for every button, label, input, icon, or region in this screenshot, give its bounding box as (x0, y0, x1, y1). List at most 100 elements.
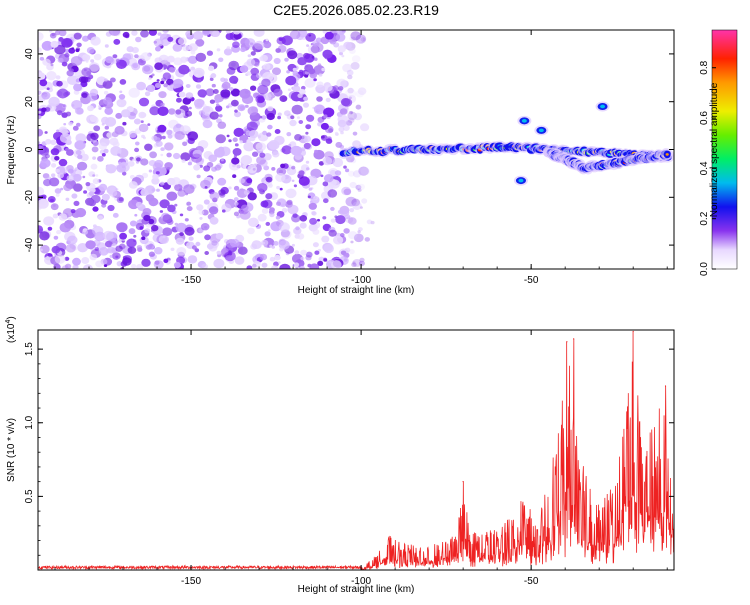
noise-blob (277, 261, 281, 264)
noise-blob (190, 66, 196, 71)
noise-blob (93, 125, 101, 132)
noise-blob (186, 206, 193, 212)
noise-blob (162, 30, 169, 33)
noise-blob (262, 199, 273, 209)
noise-blob (153, 174, 158, 178)
noise-blob (220, 158, 224, 162)
noise-blob (57, 88, 69, 99)
noise-blob (38, 186, 45, 196)
noise-blob (314, 250, 320, 255)
noise-blob (187, 131, 199, 141)
noise-blob (335, 215, 346, 225)
noise-blob (234, 143, 239, 147)
noise-blob (234, 201, 239, 206)
noise-blob (94, 247, 99, 251)
noise-blob (291, 179, 295, 182)
noise-blob (53, 235, 59, 240)
noise-blob (161, 77, 167, 82)
noise-blob (188, 106, 192, 110)
noise-blob (340, 131, 344, 135)
noise-blob (305, 160, 310, 164)
noise-blob (210, 73, 217, 79)
noise-blob (155, 46, 161, 52)
noise-blob (290, 115, 295, 120)
noise-blob (360, 167, 370, 176)
noise-blob (50, 63, 54, 67)
noise-blob (357, 188, 362, 192)
noise-blob (342, 124, 350, 131)
noise-blob (214, 164, 222, 171)
noise-blob (273, 241, 279, 246)
noise-blob (274, 129, 281, 134)
noise-blob (103, 97, 112, 105)
noise-blob (81, 257, 90, 264)
noise-blob (93, 224, 97, 228)
noise-blob (97, 155, 104, 162)
noise-blob (193, 164, 201, 171)
noise-blob (138, 111, 146, 119)
noise-blob (81, 67, 92, 77)
isolated-blob-core (518, 178, 524, 183)
noise-blob (311, 138, 321, 147)
noise-blob (324, 31, 334, 40)
noise-blob (345, 88, 357, 99)
noise-blob (50, 148, 60, 156)
noise-blob (265, 176, 273, 183)
noise-blob (273, 57, 281, 65)
noise-blob (202, 104, 207, 108)
noise-blob (359, 257, 365, 263)
noise-blob (263, 41, 272, 49)
noise-blob (154, 62, 164, 70)
noise-blob (348, 96, 352, 100)
noise-blob (167, 204, 176, 213)
noise-blob (261, 115, 267, 120)
noise-blob (240, 155, 253, 165)
noise-blob (223, 48, 233, 56)
noise-blob (199, 217, 203, 220)
noise-blob (61, 112, 68, 118)
noise-blob (208, 239, 220, 249)
snr-x-label: Height of straight line (km) (298, 584, 415, 595)
noise-blob (209, 191, 220, 201)
noise-blob (252, 168, 256, 171)
noise-blob (317, 116, 325, 123)
colorbar-tick-label: 0.8 (699, 60, 710, 74)
noise-blob (232, 41, 240, 48)
noise-blob (218, 114, 223, 118)
noise-blob (355, 90, 364, 98)
noise-blob (218, 189, 226, 196)
noise-blob (55, 75, 61, 80)
noise-blob (54, 188, 62, 194)
noise-blob (102, 80, 113, 89)
noise-blob (52, 213, 59, 219)
noise-blob (293, 184, 297, 188)
noise-blob (233, 30, 241, 35)
noise-blob (322, 181, 329, 187)
noise-blob (140, 120, 144, 123)
noise-blob (156, 79, 160, 82)
snr-panel: -150 -100 -50 0.5 1.0 1.5 Height of straight … (5, 316, 675, 595)
noise-blob (196, 174, 201, 179)
noise-blob (205, 88, 215, 97)
noise-blob (253, 163, 257, 166)
noise-blob (349, 36, 354, 41)
noise-blob (101, 153, 106, 157)
noise-blob (284, 110, 291, 117)
noise-blob (244, 38, 256, 48)
noise-blob (108, 30, 121, 36)
noise-blob (353, 112, 362, 121)
noise-blob (311, 56, 315, 59)
noise-blob (268, 140, 280, 150)
spectrogram-x-tick-label: -50 (524, 275, 539, 286)
noise-blob (294, 134, 302, 141)
noise-blob (269, 256, 276, 262)
noise-blob (291, 243, 295, 247)
noise-blob (129, 220, 137, 227)
noise-blob (299, 222, 307, 229)
noise-blob (158, 54, 169, 64)
noise-blob (232, 148, 242, 156)
noise-blob (140, 30, 149, 38)
noise-blob (65, 243, 76, 253)
noise-blob (140, 189, 149, 196)
noise-blob (305, 32, 316, 42)
